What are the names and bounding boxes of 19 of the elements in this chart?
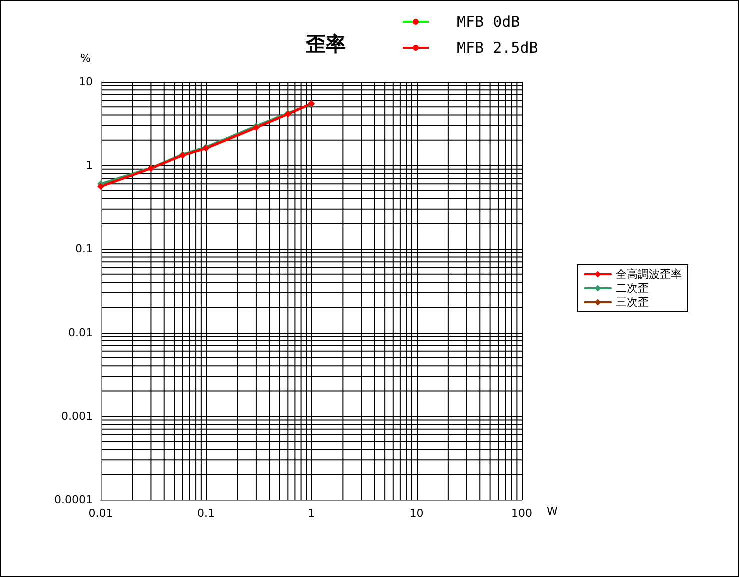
text: MFB 2.5dB: [457, 39, 538, 57]
x-tick-label: 0.01: [88, 507, 114, 520]
legend-label: 全高調波歪率: [616, 268, 682, 281]
y-tick-label: 0.001: [62, 410, 93, 423]
y-axis-title: %: [80, 52, 91, 65]
y-tick-label: 10: [79, 76, 93, 88]
text: MFB 0dB: [457, 13, 520, 31]
x-axis-title: W: [547, 505, 558, 518]
x-tick-label: 1: [308, 507, 315, 520]
x-tick-label: 0.1: [198, 507, 215, 520]
y-tick-label: 1: [86, 159, 93, 172]
x-tick-label: 10: [410, 507, 424, 520]
y-tick-label: 0.1: [76, 242, 93, 256]
x-tick-label: 100: [512, 507, 532, 520]
y-tick-label: 0.01: [68, 326, 93, 340]
y-tick-label: 0.0001: [54, 494, 93, 506]
legend-label: 二次歪: [616, 282, 649, 295]
chart-title: 歪率: [305, 32, 346, 56]
legend-label: 三次歪: [616, 296, 649, 309]
